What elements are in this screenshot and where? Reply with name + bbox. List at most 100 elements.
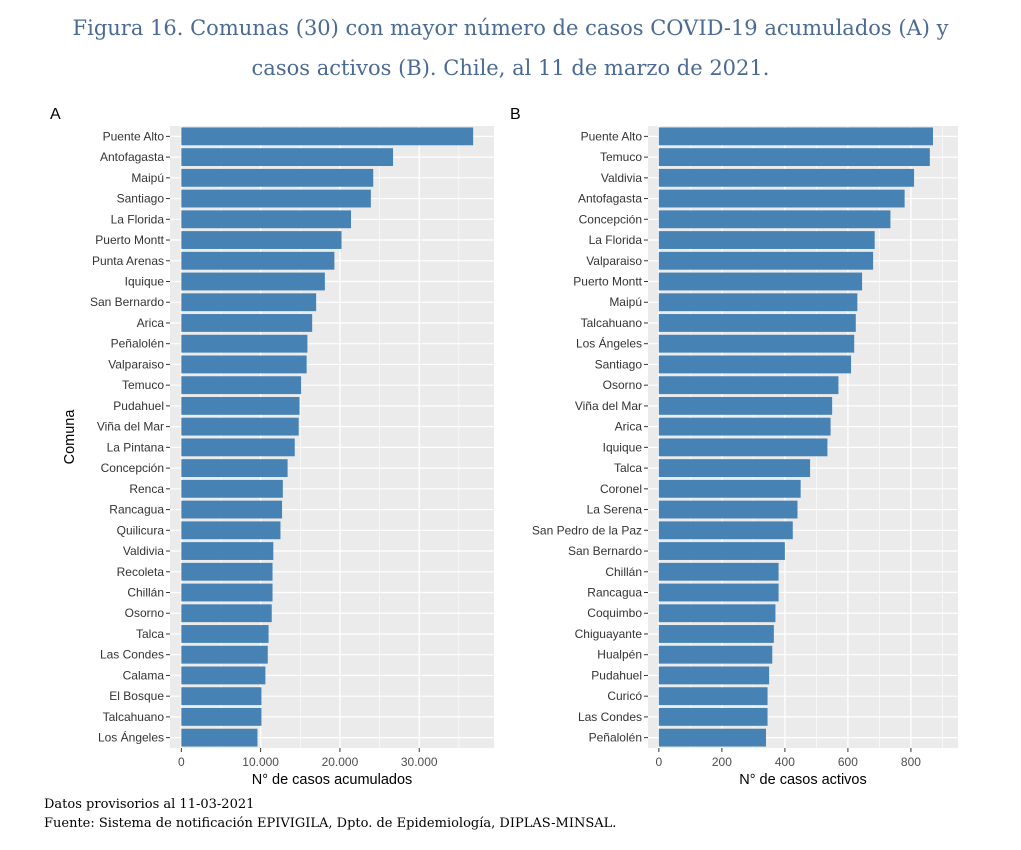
y-tick-label: Talca	[614, 461, 642, 475]
bar	[658, 438, 828, 457]
y-tick-label: Temuco	[600, 150, 642, 164]
y-tick-label: Concepción	[579, 212, 642, 226]
y-tick-label: La Florida	[589, 233, 643, 247]
bar	[658, 168, 915, 187]
bar	[658, 728, 766, 747]
y-tick-label: San Pedro de la Paz	[532, 523, 642, 537]
bar	[658, 231, 875, 249]
y-tick-label: Iquique	[125, 275, 165, 289]
figure-title-line-1: Figura 16. Comunas (30) con mayor número…	[72, 16, 949, 40]
y-tick-label: Recoleta	[117, 565, 165, 579]
bar	[658, 666, 770, 685]
y-tick-label: Valdivia	[123, 544, 164, 558]
bar	[658, 148, 930, 167]
y-tick-label: Chillán	[127, 586, 164, 600]
y-tick-label: Los Ángeles	[576, 336, 642, 351]
y-tick-label: Coronel	[600, 482, 642, 496]
y-tick-label: Viña del Mar	[97, 420, 164, 434]
y-tick-label: Los Ángeles	[98, 730, 164, 745]
y-tick-label: Puente Alto	[581, 129, 643, 143]
bar	[658, 396, 833, 415]
bar	[181, 355, 307, 374]
y-tick-label: Osorno	[603, 378, 643, 392]
y-tick-label: Antofagasta	[578, 192, 642, 206]
bar	[658, 251, 874, 270]
y-tick-label: Chillán	[605, 565, 642, 579]
y-tick-label: Pudahuel	[113, 399, 164, 413]
footer-source: Fuente: Sistema de notificación EPIVIGIL…	[44, 816, 617, 831]
bar	[181, 479, 283, 498]
y-tick-label: La Serena	[587, 503, 643, 517]
y-tick-label: Maipú	[131, 171, 164, 185]
bar	[181, 272, 325, 291]
bar	[658, 645, 773, 664]
x-tick-label: 10.000	[242, 755, 279, 769]
bar	[658, 562, 779, 581]
bar	[181, 210, 352, 229]
bar	[181, 231, 342, 249]
bar	[181, 521, 281, 540]
bar	[181, 707, 262, 726]
panel-a-chart: 0 10.000 20.000 30.000 Puente Alto Antofagast…	[62, 126, 494, 788]
y-tick-label: San Bernardo	[568, 544, 642, 558]
bar	[181, 148, 394, 167]
x-tick-label: 30.000	[401, 755, 438, 769]
y-tick-label: Maipú	[609, 295, 642, 309]
x-tick-label: 200	[712, 755, 732, 769]
x-tick-label: 800	[901, 755, 921, 769]
panel-a-background	[170, 126, 494, 748]
y-tick-label: Viña del Mar	[575, 399, 642, 413]
footer-note: Datos provisorios al 11-03-2021	[44, 797, 255, 812]
x-tick-label: 20.000	[322, 755, 359, 769]
y-tick-label: Talca	[136, 627, 164, 641]
y-tick-label: Valdivia	[601, 171, 642, 185]
y-tick-label: Chiguayante	[575, 627, 643, 641]
bar	[181, 314, 313, 332]
y-tick-label: Talcahuano	[103, 710, 165, 724]
y-tick-label: Santiago	[117, 192, 165, 206]
x-tick-label: 0	[656, 755, 663, 769]
panel-b-chart: 0 200 400 600 800 Puente Alto Temuco Valdivia An…	[532, 126, 958, 788]
bar	[658, 604, 776, 623]
y-tick-label: Curicó	[607, 689, 642, 703]
y-tick-label: Calama	[123, 668, 165, 682]
panel-b-label: B	[510, 106, 521, 123]
bar	[658, 355, 852, 374]
bar	[658, 376, 839, 395]
bar	[658, 542, 785, 560]
y-tick-label: Las Condes	[578, 710, 642, 724]
bar	[181, 396, 300, 415]
y-tick-label: Arica	[137, 316, 165, 330]
y-tick-label: Arica	[615, 420, 643, 434]
y-tick-label: Hualpén	[597, 648, 642, 662]
y-tick-label: Puerto Montt	[95, 233, 164, 247]
bar	[181, 666, 266, 685]
bar	[181, 127, 474, 146]
y-tick-label: Iquique	[603, 440, 643, 454]
panel-b-background	[648, 126, 958, 748]
bar	[658, 293, 858, 312]
x-tick-label: 600	[838, 755, 858, 769]
bar	[658, 314, 856, 332]
bar	[658, 479, 801, 498]
y-tick-label: Concepción	[101, 461, 164, 475]
y-tick-label: Puerto Montt	[573, 275, 642, 289]
bar	[658, 500, 798, 519]
bar	[658, 417, 831, 436]
bar	[658, 334, 855, 353]
y-tick-label: Rancagua	[587, 586, 642, 600]
bar	[658, 625, 774, 643]
bar	[181, 625, 269, 643]
bar	[658, 707, 768, 726]
y-tick-label: Osorno	[125, 606, 165, 620]
bar	[181, 168, 374, 187]
y-tick-label: Las Condes	[100, 648, 164, 662]
y-tick-label: Valparaiso	[108, 357, 164, 371]
y-tick-label: La Florida	[111, 212, 165, 226]
bar	[181, 542, 274, 560]
y-axis-title: Comuna	[62, 409, 78, 465]
bar	[181, 293, 317, 312]
x-axis-title: N° de casos activos	[739, 772, 867, 788]
bar	[181, 583, 273, 602]
